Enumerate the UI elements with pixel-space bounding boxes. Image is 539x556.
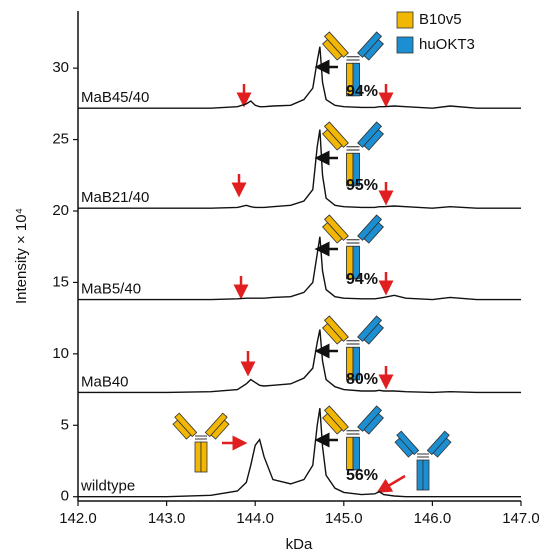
- percent-label: 94%: [346, 271, 378, 288]
- x-tick-label: 144.0: [236, 510, 274, 527]
- y-tick-label: 15: [52, 273, 69, 290]
- x-tick-label: 142.0: [59, 510, 97, 527]
- percent-label: 94%: [346, 83, 378, 100]
- spectrum-line: [78, 330, 521, 393]
- spectrum-line: [78, 237, 521, 300]
- x-tick-label: 143.0: [148, 510, 186, 527]
- x-axis-label: kDa: [286, 536, 313, 553]
- y-tick-label: 10: [52, 345, 69, 362]
- trace-label: MaB45/40: [81, 89, 149, 106]
- percent-label: 56%: [346, 467, 378, 484]
- y-tick-label: 25: [52, 131, 69, 148]
- trace-label: MaB21/40: [81, 189, 149, 206]
- x-tick-label: 147.0: [502, 510, 539, 527]
- spectrum-line: [78, 408, 521, 497]
- y-axis-label: Intensity × 10⁴: [13, 208, 30, 304]
- chart: kDa Intensity × 10⁴ 0 5 10 15 20 25 30 142.0 143…: [0, 0, 539, 556]
- antibody-icons: [170, 32, 453, 490]
- x-tick-label: 145.0: [325, 510, 363, 527]
- trace-label: wildtype: [80, 478, 135, 495]
- y-tick-label: 5: [61, 416, 69, 433]
- legend-label: huOKT3: [419, 36, 475, 53]
- y-tick-label: 30: [52, 59, 69, 76]
- legend-swatch: [397, 12, 413, 28]
- y-tick-label: 0: [61, 488, 69, 505]
- trace-label: MaB40: [81, 373, 129, 390]
- x-tick-label: 146.0: [414, 510, 452, 527]
- trace-label: MaB5/40: [81, 281, 141, 298]
- percent-label: 95%: [346, 177, 378, 194]
- percent-label: 80%: [346, 371, 378, 388]
- legend-swatch: [397, 37, 413, 53]
- legend-label: B10v5: [419, 11, 462, 28]
- y-tick-label: 20: [52, 202, 69, 219]
